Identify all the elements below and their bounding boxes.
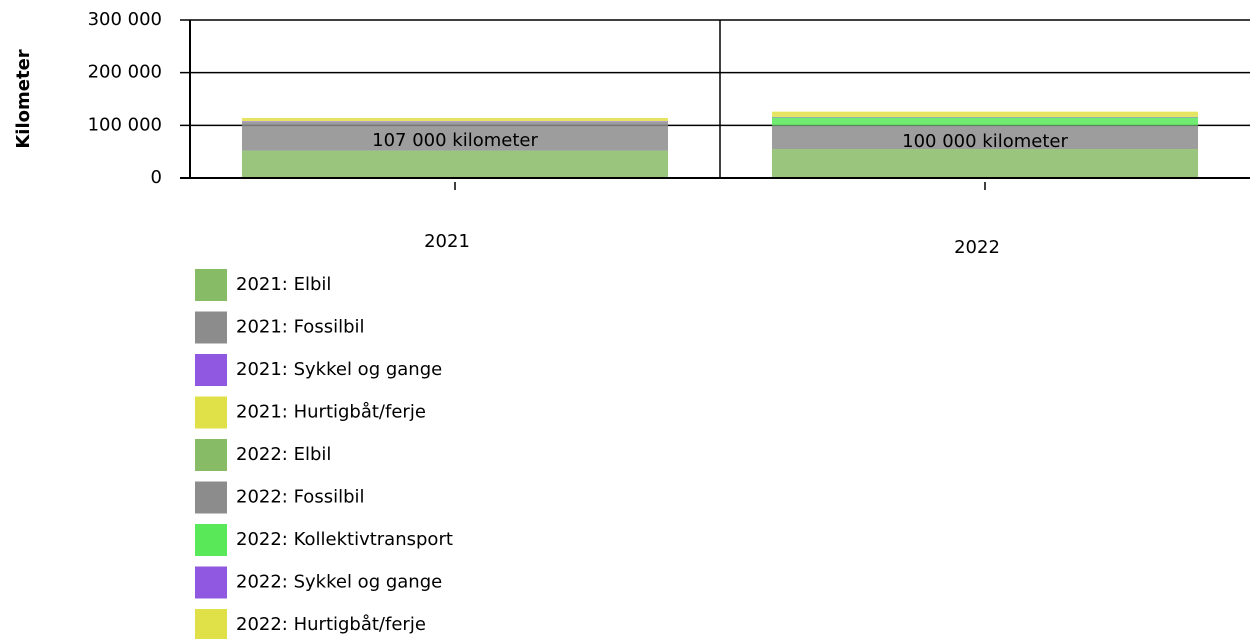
legend-swatch (195, 269, 227, 301)
x-tick-label: 2022 (954, 237, 1000, 258)
bar-segment (772, 149, 1198, 178)
legend-label: 2021: Fossilbil (236, 317, 365, 338)
bar-segment (242, 121, 668, 122)
legend-swatch (195, 439, 227, 471)
legend-swatch (195, 396, 227, 429)
legend-label: 2022: Fossilbil (236, 487, 365, 508)
legend-swatch (195, 481, 227, 514)
y-tick-label: 300 000 (88, 9, 162, 30)
legend-label: 2022: Hurtigbåt/ferje (236, 614, 426, 635)
legend-swatch (195, 524, 227, 556)
legend-label: 2022: Sykkel og gange (236, 572, 442, 593)
y-tick-label: 0 (151, 167, 162, 188)
legend-label: 2021: Hurtigbåt/ferje (236, 402, 426, 423)
legend-label: 2022: Elbil (236, 444, 331, 465)
y-tick-label: 100 000 (88, 114, 162, 135)
bar-segment (772, 117, 1198, 126)
y-axis-label: Kilometer (13, 49, 34, 148)
annotation: 107 000 kilometer (372, 130, 538, 151)
annotation: 100 000 kilometer (902, 131, 1068, 152)
legend-swatch (195, 566, 227, 599)
legend-swatch (195, 609, 227, 639)
x-tick-label: 2021 (424, 231, 470, 252)
bar-segment (242, 117, 668, 122)
bar-segment (242, 150, 668, 178)
y-tick-label: 200 000 (88, 62, 162, 83)
bar-segment (772, 116, 1198, 118)
legend-label: 2021: Sykkel og gange (236, 359, 442, 380)
legend-label: 2022: Kollektivtransport (236, 529, 453, 550)
legend-label: 2021: Elbil (236, 274, 331, 295)
legend-swatch (195, 311, 227, 344)
bar-segment (772, 111, 1198, 117)
legend-swatch (195, 354, 227, 386)
bar-segment (242, 121, 668, 151)
bar-segment (772, 125, 1198, 150)
